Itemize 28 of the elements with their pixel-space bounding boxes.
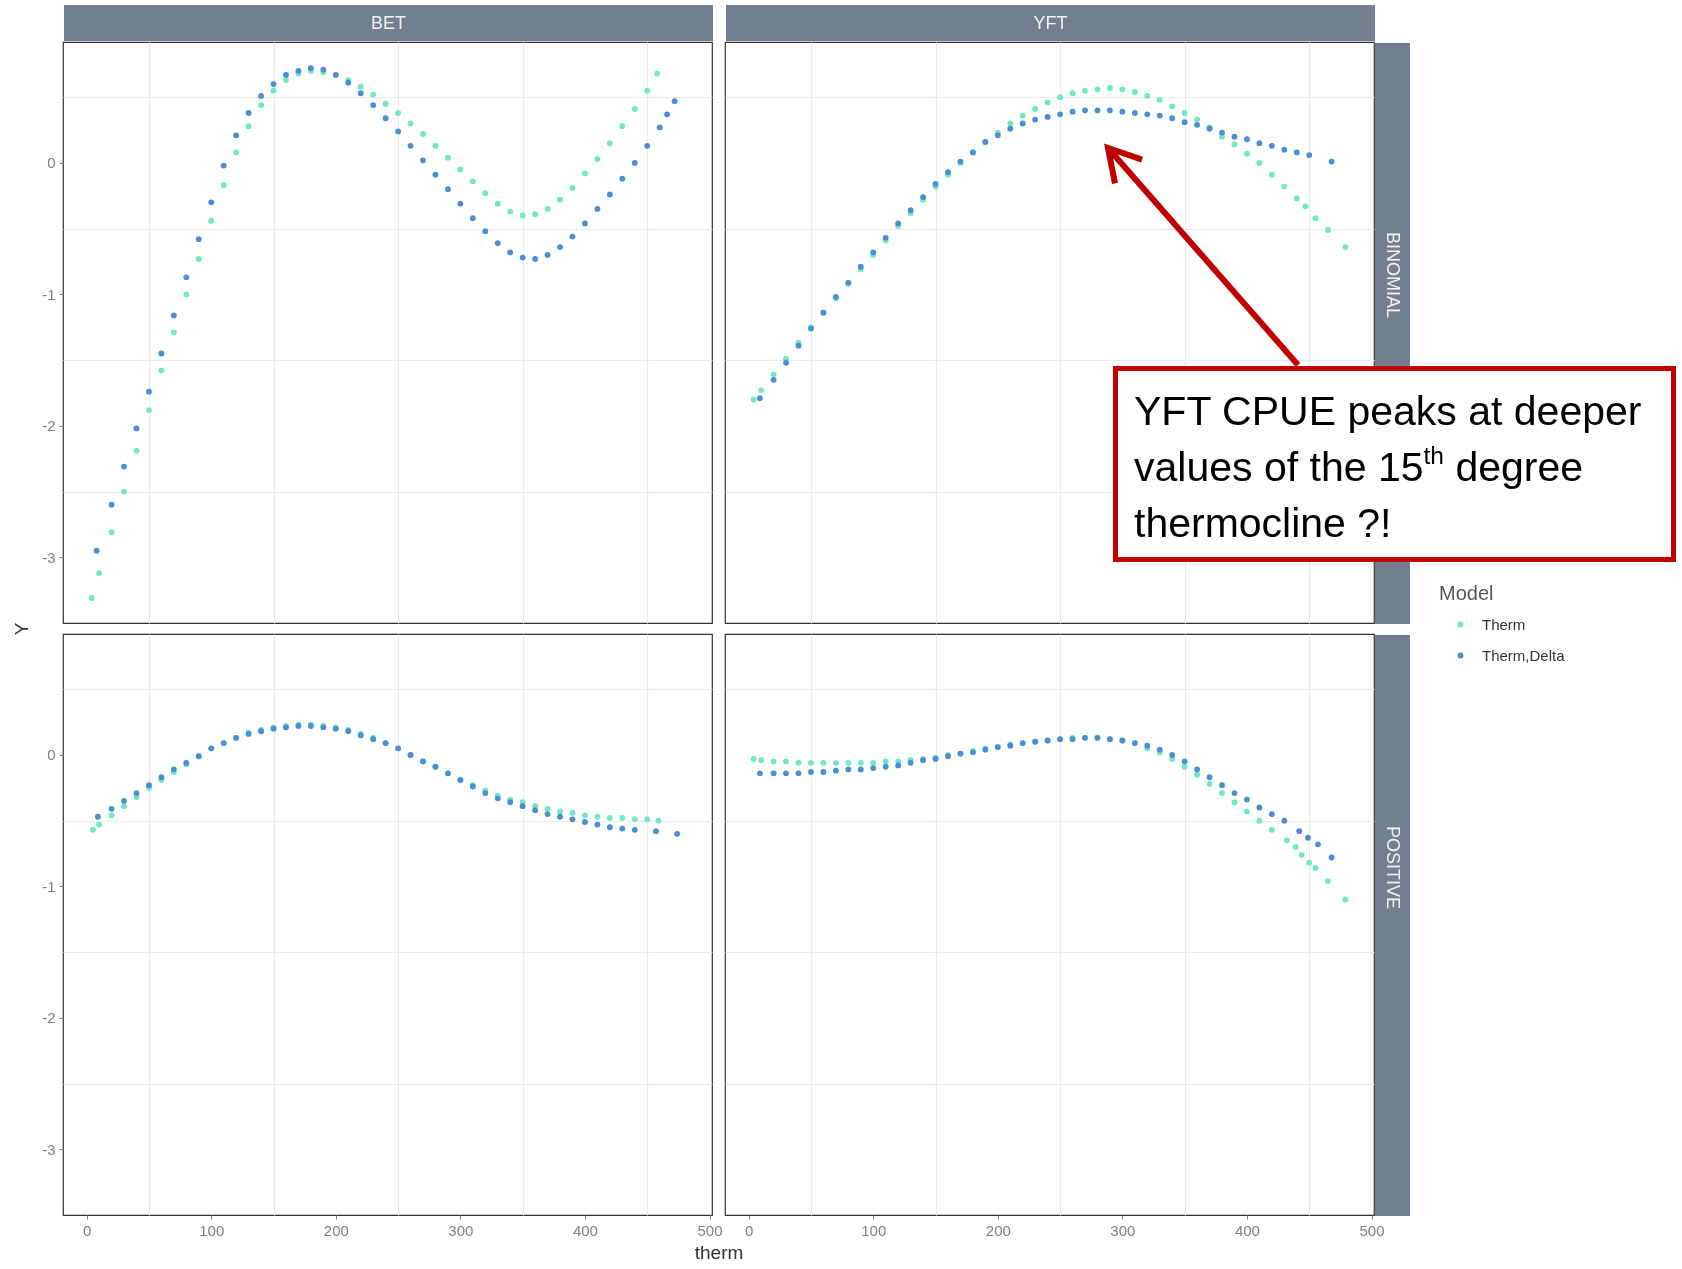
y-tick-label: -2 [42, 417, 56, 435]
y-tick-label: -1 [42, 877, 56, 895]
x-tick-label: 200 [985, 1221, 1011, 1239]
y-tick-label: 0 [47, 154, 56, 172]
x-tick-label: 100 [861, 1221, 887, 1239]
legend-label: Therm,Delta [1482, 646, 1566, 664]
x-tick-label: 200 [323, 1221, 349, 1239]
x-tick-label: 0 [83, 1221, 92, 1239]
x-tick-label: 0 [745, 1221, 754, 1239]
y-tick-label: -3 [42, 548, 56, 566]
y-tick-label: -3 [42, 1140, 56, 1158]
y-tick-label: -1 [42, 285, 56, 303]
y2-axis-title: POSITIVE [1382, 825, 1403, 909]
y-tick-label: -2 [42, 1009, 56, 1027]
y-axis-title: Y [10, 622, 32, 636]
legend-title: Model [1439, 582, 1494, 605]
x-tick-label: 400 [573, 1221, 599, 1239]
x-tick-label: 500 [697, 1221, 723, 1239]
x-axis-title: therm [694, 1241, 744, 1263]
x-tick-label: 100 [199, 1221, 225, 1239]
x-tick-label: 500 [1359, 1221, 1385, 1239]
x-tick-label: 300 [1110, 1221, 1136, 1239]
legend-label: Therm [1482, 615, 1526, 633]
y-tick-label: 0 [47, 746, 56, 764]
text: YFT CPUE peaks at deeper values of the 15$^{th}$ degree thermocline ?! [1134, 388, 1642, 546]
x-tick-label: 300 [448, 1221, 474, 1239]
x-tick-label: 400 [1235, 1221, 1261, 1239]
y2-axis-title: BINOMIAL [1382, 232, 1403, 319]
